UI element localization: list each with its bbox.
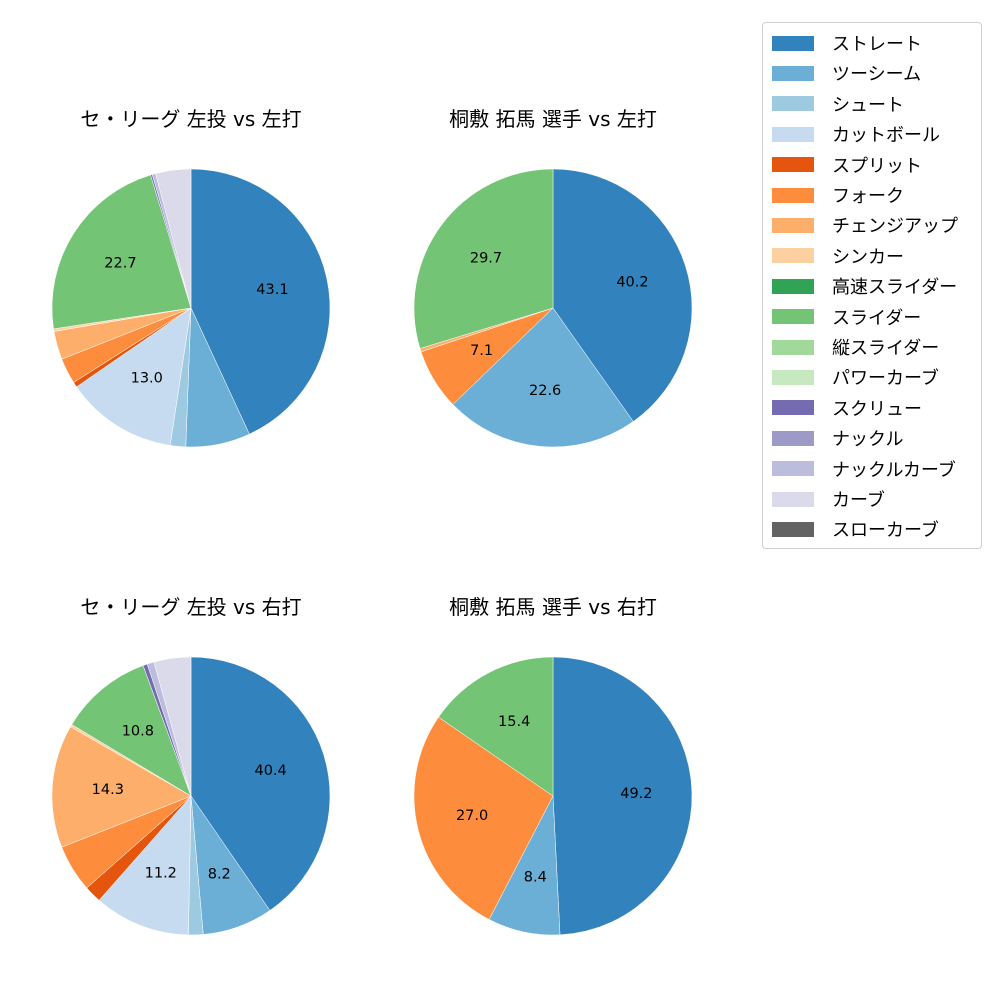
legend-swatch	[772, 278, 814, 294]
pie-slice	[413, 168, 554, 349]
slice-value-label: 40.2	[616, 275, 648, 291]
legend-item: チェンジアップ	[772, 214, 958, 238]
legend-label: シンカー	[832, 246, 904, 268]
slice-value-label: 14.3	[92, 782, 124, 798]
legend-item: 縦スライダー	[772, 336, 940, 359]
legend-swatch	[772, 339, 814, 355]
pie-slice	[153, 656, 192, 797]
legend-item: シュート	[772, 93, 904, 116]
legend-swatch	[772, 400, 814, 416]
slice-value-label: 29.7	[470, 250, 502, 266]
legend-swatch	[772, 309, 814, 325]
slice-value-label: 8.4	[524, 870, 547, 886]
legend-label: ナックルカーブ	[832, 459, 956, 481]
pie-slice	[51, 726, 192, 848]
legend-label: スローカーブ	[832, 520, 939, 542]
pie-slice	[98, 795, 192, 936]
pie-slice	[413, 716, 554, 920]
legend-label: ナックル	[832, 429, 904, 451]
legend-item: カットボール	[772, 123, 940, 147]
legend-swatch	[772, 491, 814, 507]
legend-label: カーブ	[832, 490, 885, 511]
legend-swatch	[772, 65, 814, 81]
pie-slice	[438, 656, 554, 797]
legend-item: シンカー	[772, 245, 904, 268]
slice-value-label: 22.7	[104, 256, 136, 272]
legend-label: ストレート	[832, 34, 922, 55]
legend-item: 高速スライダー	[772, 275, 958, 299]
legend-label: カットボール	[832, 125, 940, 147]
legend-swatch	[772, 369, 814, 385]
pie-slice	[190, 656, 331, 911]
legend-label: チェンジアップ	[832, 216, 958, 238]
legend-item: スライダー	[772, 306, 922, 329]
legend-label: シュート	[832, 94, 904, 116]
legend-swatch	[772, 187, 814, 203]
legend-item: スローカーブ	[772, 518, 939, 542]
legend-swatch	[772, 521, 814, 537]
legend-label: スライダー	[832, 307, 922, 329]
legend-swatch	[772, 35, 814, 51]
legend-label: スクリュー	[832, 398, 922, 420]
slice-value-label: 7.1	[470, 343, 493, 359]
legend-item: パワーカーブ	[772, 366, 939, 390]
chart-title: セ・リーグ 左投 vs 左打	[80, 107, 302, 131]
chart-title: 桐敷 拓馬 選手 vs 左打	[449, 107, 657, 131]
legend-item: スクリュー	[772, 397, 922, 420]
legend-swatch	[772, 430, 814, 446]
legend-label: 縦スライダー	[832, 338, 940, 359]
legend-label: フォーク	[832, 186, 904, 207]
legend-label: パワーカーブ	[832, 368, 939, 390]
legend-label: スプリット	[832, 155, 922, 177]
pie-slice	[76, 307, 192, 446]
legend-swatch	[772, 248, 814, 264]
legend-item: ストレート	[772, 32, 922, 55]
legend-swatch	[772, 126, 814, 142]
slice-value-label: 49.2	[620, 786, 652, 802]
legend-item: ナックル	[772, 427, 904, 451]
legend-item: スプリット	[772, 154, 922, 177]
legend-item: フォーク	[772, 184, 904, 207]
legend-swatch	[772, 96, 814, 112]
pie-slice	[71, 665, 192, 797]
chart-title: 桐敷 拓馬 選手 vs 右打	[449, 595, 657, 619]
slice-value-label: 27.0	[456, 808, 488, 824]
legend-swatch	[772, 217, 814, 233]
pie-slice	[452, 307, 634, 448]
pie-slice	[155, 168, 192, 309]
slice-value-label: 13.0	[131, 371, 163, 387]
pie-slice	[190, 168, 331, 435]
slice-value-label: 22.6	[529, 383, 561, 399]
pie-slice	[552, 656, 693, 936]
pie-slice	[552, 168, 693, 422]
slice-value-label: 40.4	[254, 763, 286, 779]
legend-label: 高速スライダー	[832, 277, 958, 299]
legend-item: ナックルカーブ	[772, 458, 956, 481]
slice-value-label: 8.2	[208, 866, 231, 882]
pie-slice	[51, 174, 192, 330]
legend-swatch	[772, 157, 814, 173]
legend-item: ツーシーム	[772, 62, 922, 86]
legend-swatch	[772, 461, 814, 477]
legend-item: カーブ	[772, 488, 885, 511]
slice-value-label: 10.8	[122, 724, 154, 740]
legend-label: ツーシーム	[832, 64, 922, 86]
chart-title: セ・リーグ 左投 vs 右打	[80, 595, 302, 619]
slice-value-label: 15.4	[498, 714, 530, 730]
legend: ストレートツーシームシュートカットボール スプリットフォークチェンジアップ シンカー…	[762, 22, 982, 549]
slice-value-label: 11.2	[145, 866, 177, 882]
slice-value-label: 43.1	[256, 282, 288, 298]
